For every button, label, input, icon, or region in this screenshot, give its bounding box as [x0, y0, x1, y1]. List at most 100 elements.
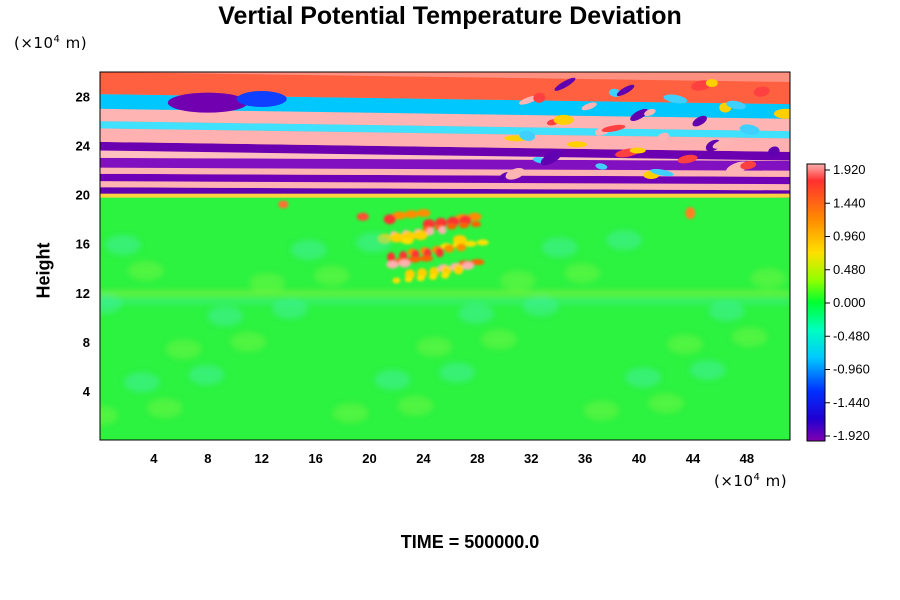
colorbar-tick-label: 0.960 — [833, 229, 866, 244]
field-mottle — [230, 331, 267, 352]
wave-blob — [601, 124, 626, 133]
y-axis-ticks: 4 8 12 16 20 24 28 — [76, 90, 91, 399]
y-unit-label: (×104 m) — [14, 34, 88, 52]
wave-blob — [519, 130, 536, 141]
field-mottle — [104, 234, 141, 255]
wave-blob — [739, 124, 760, 135]
field-mottle — [207, 306, 244, 327]
field-mottle — [188, 364, 225, 385]
colorbar-tick-label: -1.920 — [833, 428, 870, 443]
strat-band — [100, 128, 790, 152]
x-tick-label: 32 — [524, 451, 538, 466]
plume-cell — [386, 260, 399, 269]
plume-cell — [453, 264, 464, 275]
tropo-stripe — [100, 298, 790, 304]
strat-band — [100, 121, 790, 139]
wave-blob — [519, 95, 539, 105]
field-mottle — [648, 393, 685, 414]
x-tick-label: 16 — [308, 451, 322, 466]
plume-cell — [356, 212, 369, 221]
field-mottle — [666, 334, 703, 355]
plume-cell — [404, 276, 413, 283]
field-mottle — [457, 303, 494, 324]
field-mottle — [332, 403, 369, 424]
tropopause-line — [100, 193, 790, 198]
colorbar-tick-label: -1.440 — [833, 395, 870, 410]
y-tick-label: 12 — [76, 286, 90, 301]
plume-cell — [383, 214, 396, 225]
strat-band — [100, 173, 790, 185]
field-mottle — [313, 265, 350, 286]
field-mottle — [416, 336, 453, 357]
plume-cell — [470, 221, 481, 228]
field-mottle — [100, 293, 123, 314]
wave-blob — [712, 137, 736, 149]
wave-blob — [663, 94, 688, 104]
wave-blob — [657, 132, 670, 142]
field-mottle — [564, 263, 601, 284]
plume-cell — [435, 247, 444, 258]
plume-cell — [404, 210, 419, 219]
blue-blob — [236, 90, 287, 107]
wave-blob — [505, 168, 525, 180]
field-mottle — [606, 230, 643, 251]
y-tick-label: 8 — [83, 335, 90, 350]
x-unit-label: (×104 m) — [714, 472, 788, 490]
plume-cell — [389, 232, 404, 243]
y-tick-label: 28 — [76, 90, 90, 105]
field-mottle — [583, 400, 620, 421]
plume-cell — [464, 240, 477, 247]
x-tick-label: 36 — [578, 451, 592, 466]
field-mottle — [750, 268, 787, 289]
field-mottle — [272, 298, 309, 319]
plume-cell — [419, 255, 434, 262]
field-mottle — [127, 260, 164, 281]
wave-blob — [644, 108, 656, 116]
strat-band — [100, 157, 790, 171]
field-mottle — [480, 329, 517, 350]
x-tick-label: 48 — [740, 451, 754, 466]
wave-blob — [753, 86, 770, 97]
plume-cell — [416, 275, 425, 282]
wave-blob — [540, 150, 563, 166]
wave-blob — [553, 114, 574, 125]
field-mottle — [397, 395, 434, 416]
field-mottle — [499, 270, 536, 291]
colorbar-tick-label: 1.440 — [833, 195, 866, 210]
x-tick-label: 20 — [362, 451, 376, 466]
field-mottle — [374, 369, 411, 390]
plume-cell — [444, 244, 455, 253]
plume-cell — [387, 252, 396, 263]
wave-blob — [567, 141, 588, 148]
plume-cell — [392, 277, 401, 284]
field-mottle — [522, 296, 559, 317]
colorbar-tick-label: -0.480 — [833, 328, 870, 343]
wave-blob — [581, 102, 597, 111]
heatmap-field — [100, 72, 790, 440]
plume-cell — [416, 209, 431, 218]
x-tick-label: 24 — [416, 451, 431, 466]
wave-blob — [595, 163, 608, 170]
field-mottle — [123, 372, 160, 393]
strat-band — [100, 167, 790, 177]
field-mottle — [625, 367, 662, 388]
wave-blob — [630, 108, 648, 122]
field-mottle — [731, 326, 768, 347]
wave-blob — [616, 84, 635, 97]
field-mottle — [689, 360, 726, 381]
field-mottle — [439, 362, 476, 383]
x-tick-label: 40 — [632, 451, 646, 466]
x-axis-ticks: 4 8 12 16 20 24 28 32 36 40 44 48 — [150, 451, 754, 466]
x-tick-label: 8 — [204, 451, 211, 466]
y-tick-label: 20 — [76, 188, 90, 203]
colorbar-ticks: 1.920 1.440 0.960 0.480 0.000 -0.480 -0.960 -1.… — [825, 162, 870, 443]
y-tick-label: 16 — [76, 237, 90, 252]
wave-blob — [773, 108, 790, 119]
colorbar-tick-label: -0.960 — [833, 362, 870, 377]
plume-cell — [398, 259, 411, 268]
tropo-stripe — [100, 290, 790, 297]
wave-blob — [533, 92, 546, 103]
plume-cell — [470, 259, 485, 266]
plume-cell — [476, 239, 489, 246]
